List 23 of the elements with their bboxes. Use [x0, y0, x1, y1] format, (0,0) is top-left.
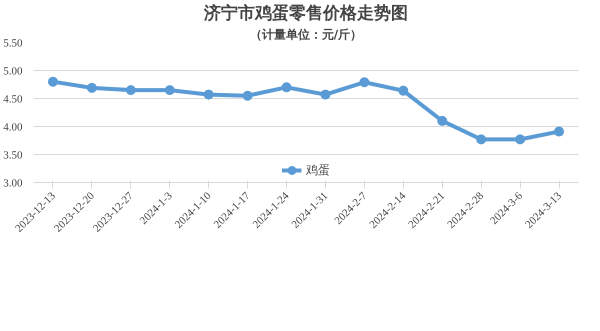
- point: [204, 90, 214, 100]
- y-tick-label: 3.50: [3, 150, 23, 162]
- point: [476, 134, 486, 144]
- point: [554, 126, 564, 137]
- point: [320, 90, 330, 100]
- point: [164, 85, 175, 96]
- point: [437, 116, 448, 126]
- point: [126, 85, 136, 96]
- point: [515, 134, 526, 144]
- chart-title: 济宁市鸡蛋零售价格走势图: [203, 4, 408, 24]
- point: [282, 82, 292, 92]
- point: [242, 90, 253, 101]
- y-tick-label: 4.50: [3, 94, 23, 106]
- y-tick-label: 5.50: [3, 38, 23, 50]
- y-tick-label: 5.00: [3, 66, 23, 78]
- y-tick-label: 4.00: [3, 122, 23, 134]
- point: [398, 86, 408, 96]
- point: [359, 77, 370, 88]
- point: [86, 82, 97, 93]
- legend-label: 鸡蛋: [306, 162, 330, 178]
- y-tick-label: 3.00: [3, 178, 23, 190]
- chart-subtitle: （计量单位：元/斤）: [250, 28, 362, 42]
- point: [48, 76, 58, 87]
